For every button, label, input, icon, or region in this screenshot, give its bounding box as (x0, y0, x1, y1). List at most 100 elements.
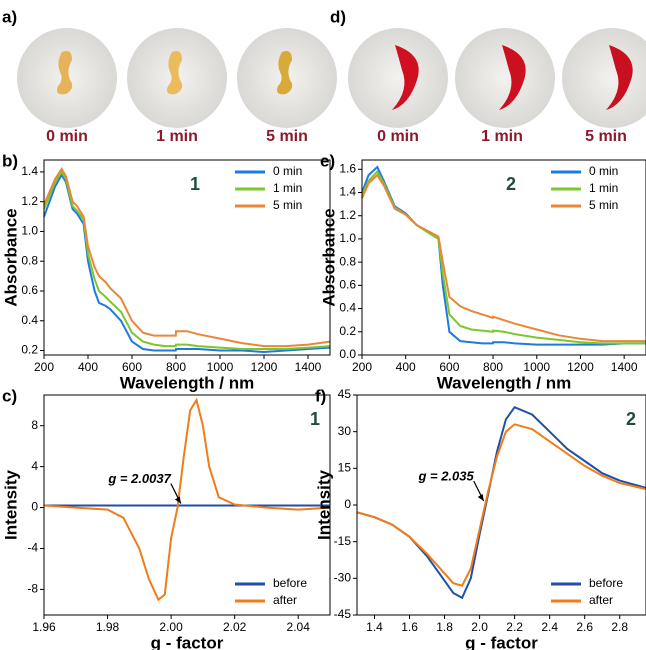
sample (606, 45, 633, 110)
y-tick-label: 30 (338, 424, 352, 438)
plot-frame (43, 394, 331, 616)
y-tick-label: -8 (27, 582, 38, 596)
y-tick-label: 0.8 (21, 253, 38, 267)
y-tick-label: -45 (334, 607, 352, 621)
x-tick-label: 1.8 (436, 620, 453, 634)
y-tick-label: 1.0 (339, 231, 356, 245)
y-tick-label: 1.2 (339, 208, 356, 222)
y-tick-label: 0.6 (21, 283, 38, 297)
series-line (43, 169, 331, 350)
y-tick-label: 4 (31, 459, 38, 473)
series-line (356, 423, 646, 587)
sample (57, 51, 73, 95)
plot-frame (356, 394, 646, 616)
panel-number: 2 (506, 174, 516, 194)
y-tick-label: 0.6 (339, 278, 356, 292)
series-line (43, 166, 331, 348)
photo (455, 28, 555, 128)
series-line (43, 397, 331, 602)
caption: 1 min (156, 128, 198, 145)
chart: c) 1.96 1.98 2.00 2.02 2.04 -8 -4 0 4 8 g - factor I… (1, 386, 331, 650)
series-line (361, 173, 646, 343)
y-tick-label: 45 (338, 387, 352, 401)
photo-panel-a: a) 0 min 1 min 5 min (2, 7, 337, 145)
panel-label: c) (2, 386, 17, 405)
x-tick-label: 600 (122, 360, 142, 374)
panel-number: 1 (310, 409, 320, 429)
annotation: g = 2.0037 (107, 471, 171, 486)
panel-label: b) (2, 151, 18, 170)
x-tick-label: 400 (396, 360, 416, 374)
x-tick-label: 1200 (567, 360, 594, 374)
series-line (356, 405, 646, 600)
y-tick-label: 15 (338, 461, 352, 475)
sample (167, 51, 183, 95)
x-tick-label: 400 (78, 360, 98, 374)
legend-label: before (273, 576, 307, 590)
y-tick-label: 0.4 (339, 301, 356, 315)
sample (392, 45, 419, 110)
caption: 5 min (585, 128, 627, 145)
x-tick-label: 2.02 (223, 620, 247, 634)
chart: e) 200 400 600 800 1000 1200 1400 0.0 0.2 0.4 0.6 0.… (319, 151, 646, 392)
x-tick-label: 1000 (207, 360, 234, 374)
x-tick-label: 2.04 (287, 620, 311, 634)
y-tick-label: -30 (334, 571, 352, 585)
panel-label: d) (330, 7, 346, 26)
x-tick-label: 2.2 (506, 620, 523, 634)
panel-number: 1 (190, 174, 200, 194)
panel-label: e) (320, 151, 335, 170)
y-tick-label: 0.2 (21, 343, 38, 357)
caption: 1 min (481, 128, 523, 145)
plot-frame (361, 159, 646, 356)
x-tick-label: 1400 (295, 360, 322, 374)
x-tick-label: 1400 (611, 360, 638, 374)
y-tick-label: -4 (27, 541, 38, 555)
arrow-head (174, 496, 181, 504)
legend-label: 0 min (273, 164, 302, 178)
y-tick-label: 0 (31, 500, 38, 514)
caption: 0 min (46, 128, 88, 145)
y-axis-label: Intensity (1, 470, 20, 540)
legend-label: 1 min (589, 181, 618, 195)
sample (277, 51, 293, 95)
x-tick-label: 1.96 (32, 620, 56, 634)
y-tick-label: 0.2 (339, 324, 356, 338)
series-line (43, 172, 331, 354)
x-tick-label: 2.0 (471, 620, 488, 634)
y-tick-label: 1.2 (21, 194, 38, 208)
panel-label: a) (2, 7, 17, 26)
y-tick-label: 0.0 (339, 347, 356, 361)
x-axis-label: g - factor (151, 633, 224, 650)
x-tick-label: 2.4 (541, 620, 558, 634)
photo (562, 28, 646, 128)
arrow-head (477, 494, 484, 501)
y-tick-label: 1.0 (21, 224, 38, 238)
x-tick-label: 600 (439, 360, 459, 374)
y-tick-label: 1.4 (21, 164, 38, 178)
y-tick-label: 8 (31, 418, 38, 432)
y-tick-label: 1.4 (339, 185, 356, 199)
x-tick-label: 200 (352, 360, 372, 374)
y-tick-label: 0 (344, 497, 351, 511)
x-tick-label: 2.6 (576, 620, 593, 634)
legend-label: 5 min (273, 198, 302, 212)
legend-label: after (589, 593, 613, 607)
y-axis-label: Absorbance (1, 208, 20, 306)
x-tick-label: 1.6 (401, 620, 418, 634)
y-axis-label: Absorbance (319, 208, 338, 306)
x-tick-label: 2.00 (159, 620, 183, 634)
x-axis-label: g - factor (465, 633, 538, 650)
y-tick-label: 1.6 (339, 161, 356, 175)
x-tick-label: 800 (166, 360, 186, 374)
x-axis-label: Wavelength / nm (120, 373, 254, 392)
y-axis-label: Intensity (314, 470, 333, 540)
caption: 5 min (266, 128, 308, 145)
legend-label: 5 min (589, 198, 618, 212)
legend-label: 1 min (273, 181, 302, 195)
caption: 0 min (377, 128, 419, 145)
panel-label: f) (315, 386, 326, 405)
legend-label: before (589, 576, 623, 590)
x-tick-label: 2.8 (611, 620, 628, 634)
